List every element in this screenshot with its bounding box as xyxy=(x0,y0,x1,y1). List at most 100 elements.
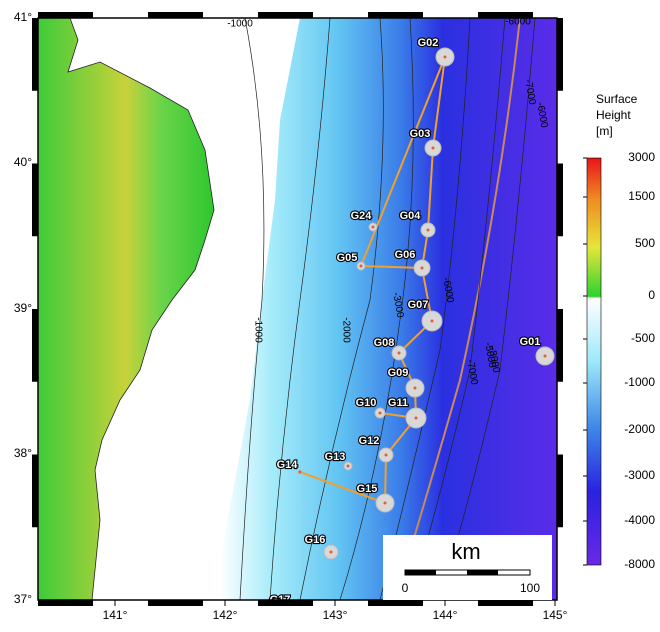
station-label: G06 xyxy=(395,249,416,261)
contour-label: -1000 xyxy=(227,19,253,30)
colorbar-title: [m] xyxy=(596,124,613,138)
lat-label: 40° xyxy=(14,155,32,169)
station-label: G14 xyxy=(277,459,299,471)
contour-label: -3000 xyxy=(390,291,405,319)
colorbar-label: -8000 xyxy=(624,557,655,571)
lon-label: 145° xyxy=(543,608,568,622)
station-dot xyxy=(346,464,350,468)
station-dot xyxy=(397,351,401,355)
frame-bar xyxy=(258,600,313,606)
contour-label: -7000 xyxy=(522,78,537,106)
station-label: G10 xyxy=(356,397,377,409)
colorbar-label: 1500 xyxy=(628,189,655,203)
frame-bar xyxy=(38,600,93,606)
station-label: G16 xyxy=(305,534,326,546)
colorbar-label: 3000 xyxy=(628,150,655,164)
station-dot xyxy=(420,266,424,270)
contour-label: -6000 xyxy=(534,101,549,129)
station-dot xyxy=(383,501,387,505)
lon-label: 144° xyxy=(433,608,458,622)
contour-label: -6000 xyxy=(440,276,455,304)
station-dot xyxy=(543,354,547,358)
station-label: G07 xyxy=(408,299,429,311)
colorbar-title: Surface xyxy=(596,92,638,106)
frame-bar xyxy=(557,18,563,91)
scale-unit: km xyxy=(451,539,480,564)
station-dot xyxy=(359,264,363,268)
frame-bar xyxy=(478,600,533,606)
lon-label: 141° xyxy=(103,608,128,622)
survey-track xyxy=(299,267,434,505)
scale-seg xyxy=(405,570,436,575)
frame-bar xyxy=(368,600,423,606)
contour-label: -5000 xyxy=(482,341,497,369)
station-label: G08 xyxy=(374,337,395,349)
station-label: G11 xyxy=(388,397,408,409)
lon-label: 143° xyxy=(323,608,348,622)
lat-label: 37° xyxy=(14,592,32,606)
colorbar-label: -2000 xyxy=(624,422,655,436)
lon-label: 142° xyxy=(213,608,238,622)
lat-label: 39° xyxy=(14,301,32,315)
station-label: G01 xyxy=(520,336,541,348)
survey-track xyxy=(360,56,446,270)
contour-label: -2000 xyxy=(340,317,351,343)
contours xyxy=(239,17,536,601)
frame-bar xyxy=(557,454,563,528)
station-dot xyxy=(430,319,434,323)
frame-bar xyxy=(478,12,533,18)
scale-tick: 0 xyxy=(402,581,409,595)
colorbar-ramp xyxy=(586,157,602,566)
station-label: G24 xyxy=(351,210,373,222)
station-label: G13 xyxy=(325,451,346,463)
frame-bar xyxy=(368,12,423,18)
scale-tick: 100 xyxy=(520,581,540,595)
colorbar-label: 500 xyxy=(635,236,655,250)
contour-label: -7000 xyxy=(464,358,479,386)
land xyxy=(37,17,215,601)
lat-label: 38° xyxy=(14,446,32,460)
station-label: G09 xyxy=(388,367,409,379)
station-dot xyxy=(414,416,418,420)
scale-seg xyxy=(467,570,498,575)
frame-bar xyxy=(32,309,38,382)
colorbar-label: 0 xyxy=(648,288,655,302)
station-dot xyxy=(413,386,417,390)
frame-bar xyxy=(148,12,203,18)
station-dot xyxy=(426,228,430,232)
frame-bar xyxy=(32,163,38,237)
contour-label: -6000 xyxy=(505,17,531,28)
scale-box xyxy=(383,535,552,600)
frame-bar xyxy=(148,600,203,606)
station-dot xyxy=(378,411,382,415)
station-dot xyxy=(431,146,435,150)
station-dot xyxy=(384,453,388,457)
station-label: G03 xyxy=(410,128,431,140)
colorbar-title: Height xyxy=(596,108,631,122)
station-dot xyxy=(443,55,447,59)
station-label: G04 xyxy=(400,210,422,222)
frame-bar xyxy=(32,454,38,528)
colorbar-label: -1000 xyxy=(624,375,655,389)
frame-bar xyxy=(258,12,313,18)
colorbar-label: -3000 xyxy=(624,468,655,482)
station-label: G02 xyxy=(418,37,439,49)
scale-bar: km 0 100 xyxy=(383,535,552,600)
station-label: G15 xyxy=(357,483,378,495)
frame-bar xyxy=(38,12,93,18)
station-dot xyxy=(371,225,375,229)
map-frame: G01 G02 G03 G04 G05 G06 G07 G08 G09 G10 G11 G12 G13 G… xyxy=(14,10,568,622)
colorbar-label: -4000 xyxy=(624,513,655,527)
colorbar-label: -500 xyxy=(631,331,655,345)
contour-label: -1000 xyxy=(252,317,263,343)
frame-bar xyxy=(557,163,563,237)
colorbar: Surface Height [m] 3000 1500 500 0 -500 -1000… xyxy=(583,92,655,571)
frame-bar xyxy=(32,18,38,91)
station-label: G12 xyxy=(359,435,380,447)
frame-bar xyxy=(557,309,563,382)
contour-label: -8000 xyxy=(486,346,501,374)
station-dot xyxy=(298,470,302,474)
lat-label: 41° xyxy=(14,10,32,24)
station-label: G05 xyxy=(337,252,358,264)
